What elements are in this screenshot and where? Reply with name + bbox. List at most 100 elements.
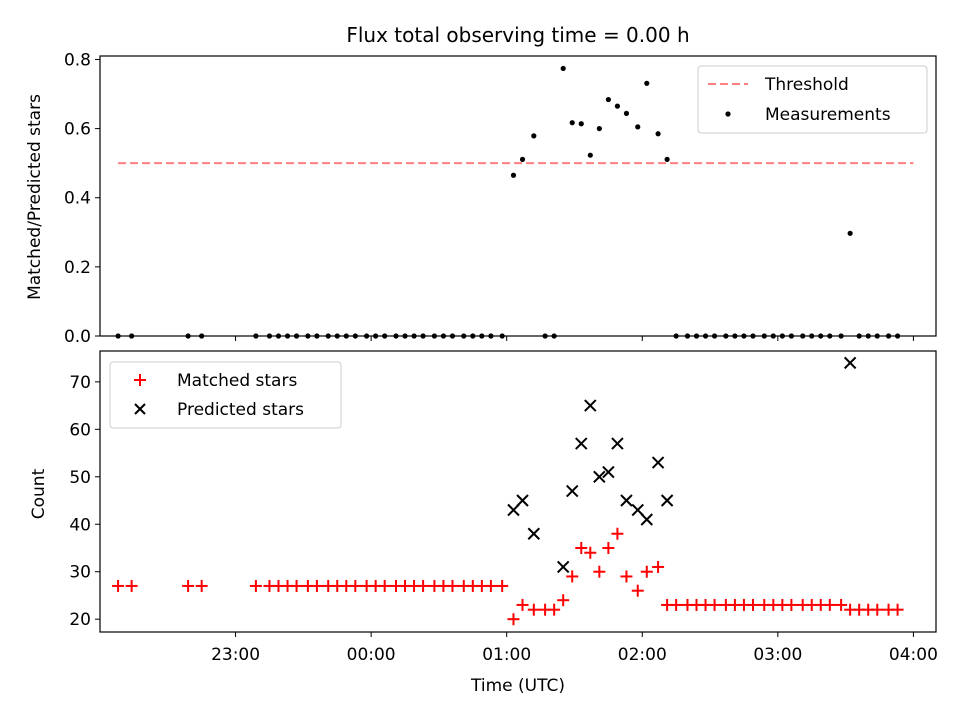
matched-star-point <box>575 541 588 554</box>
x-bar <box>640 513 653 526</box>
x-bar <box>527 527 541 540</box>
x-bar <box>566 484 579 498</box>
matched-star-point <box>835 598 848 611</box>
matched-star-point <box>584 546 597 559</box>
count-y-tick-label: 20 <box>69 610 91 630</box>
x-bar <box>660 494 674 507</box>
predicted-star-point <box>527 527 541 540</box>
x-bar <box>556 560 570 574</box>
measurements-legend-marker <box>725 111 731 117</box>
ratio-y-tick-label: 0.4 <box>64 189 91 209</box>
matched-star-point <box>548 603 561 616</box>
measurement-point <box>614 103 621 109</box>
matched-star-point <box>112 579 125 592</box>
measurement-point <box>644 80 650 86</box>
count-y-axis-label: Count <box>29 468 49 519</box>
predicted-star-point <box>556 560 570 574</box>
x-bar <box>843 356 857 370</box>
matched-legend-label: Matched stars <box>177 371 297 391</box>
matched-star-point <box>871 603 884 616</box>
predicted-star-point <box>843 356 857 370</box>
matched-star-point <box>182 579 195 592</box>
x-bar <box>507 503 520 517</box>
count-x-tick-label: 01:00 <box>482 645 531 665</box>
matched-star-point <box>310 579 323 592</box>
count-y-tick-label: 30 <box>69 563 91 583</box>
matched-star-point <box>557 594 570 607</box>
x-bar <box>620 494 633 507</box>
chart-title: Flux total observing time = 0.00 h <box>346 23 689 47</box>
x-bar <box>575 437 588 450</box>
count-legend-box <box>109 361 342 429</box>
ratio-y-axis-label: Matched/Predicted stars <box>25 94 45 300</box>
count-y-tick-label: 40 <box>69 515 91 535</box>
matched-star-point <box>349 579 362 592</box>
measurement-point <box>569 120 575 126</box>
measurements-legend-label: Measurements <box>765 105 891 125</box>
matched-star-point <box>484 579 497 592</box>
matched-star-point <box>746 598 759 611</box>
matched-star-point <box>620 570 633 583</box>
x-bar <box>651 456 665 469</box>
predicted-star-point <box>602 465 615 479</box>
matched-star-point <box>631 584 644 597</box>
predicted-star-point <box>651 456 665 469</box>
measurement-point <box>510 172 517 178</box>
measurement-point <box>519 156 526 162</box>
predicted-legend-label: Predicted stars <box>177 400 304 420</box>
matched-star-point <box>290 579 303 592</box>
count-y-tick-label: 60 <box>69 420 91 440</box>
ratio-y-tick-label: 0.8 <box>64 50 91 70</box>
threshold-legend-label: Threshold <box>764 75 849 95</box>
predicted-star-point <box>631 503 644 517</box>
matched-star-point <box>417 579 430 592</box>
measurement-point <box>655 131 661 137</box>
ratio-y-ticks: 0.0 0.2 0.4 0.6 0.8 <box>64 50 100 347</box>
matched-star-point <box>496 579 509 592</box>
matched-star-point <box>507 613 520 626</box>
predicted-star-point <box>611 437 624 450</box>
ratio-panel: 0.00.20.40.60.8 Matched/Predicted stars … <box>25 50 937 347</box>
x-bar <box>611 437 624 450</box>
predicted-star-point <box>593 470 606 483</box>
measurement-point <box>596 125 602 132</box>
count-x-tick-label: 00:00 <box>347 645 396 665</box>
count-x-tick-label: 04:00 <box>889 645 938 665</box>
matched-legend-marker <box>134 374 146 386</box>
measurement-point <box>664 156 670 162</box>
matched-star-point <box>611 527 624 540</box>
ratio-x-ticks <box>235 336 914 341</box>
matched-star-point <box>125 579 138 592</box>
x-axis-label: Time (UTC) <box>470 676 565 696</box>
predicted-star-point <box>516 494 529 507</box>
predicted-star-point <box>640 513 653 526</box>
predicted-star-point <box>507 503 520 517</box>
count-x-tick-label: 02:00 <box>618 645 667 665</box>
measurement-point <box>531 133 537 139</box>
count-legend: Matched stars Predicted stars <box>109 361 342 429</box>
matched-star-point <box>527 603 540 616</box>
measurement-point <box>578 121 584 127</box>
x-bar <box>516 494 529 507</box>
predicted-star-point <box>575 437 588 450</box>
predicted-star-point <box>660 494 674 507</box>
x-bar <box>593 470 606 483</box>
measurement-point <box>560 65 566 72</box>
predicted-star-point <box>620 494 633 507</box>
ratio-y-tick-label: 0.2 <box>64 258 91 278</box>
matched-star-point <box>602 541 615 554</box>
count-axes-frame <box>99 350 937 633</box>
matched-star-point <box>593 565 606 578</box>
count-y-tick-label: 50 <box>69 468 91 488</box>
count-x-ticks: 23:00 00:00 01:00 02:00 03:00 04:00 <box>211 632 938 665</box>
x-bar <box>631 503 644 517</box>
ratio-legend-box <box>697 65 928 134</box>
matched-star-point <box>378 579 391 592</box>
matched-star-point <box>446 579 459 592</box>
matched-star-point <box>249 579 262 592</box>
measurement-point <box>623 110 630 116</box>
matched-star-point <box>195 579 208 592</box>
matched-star-point <box>823 598 836 611</box>
matched-star-point <box>652 560 665 573</box>
